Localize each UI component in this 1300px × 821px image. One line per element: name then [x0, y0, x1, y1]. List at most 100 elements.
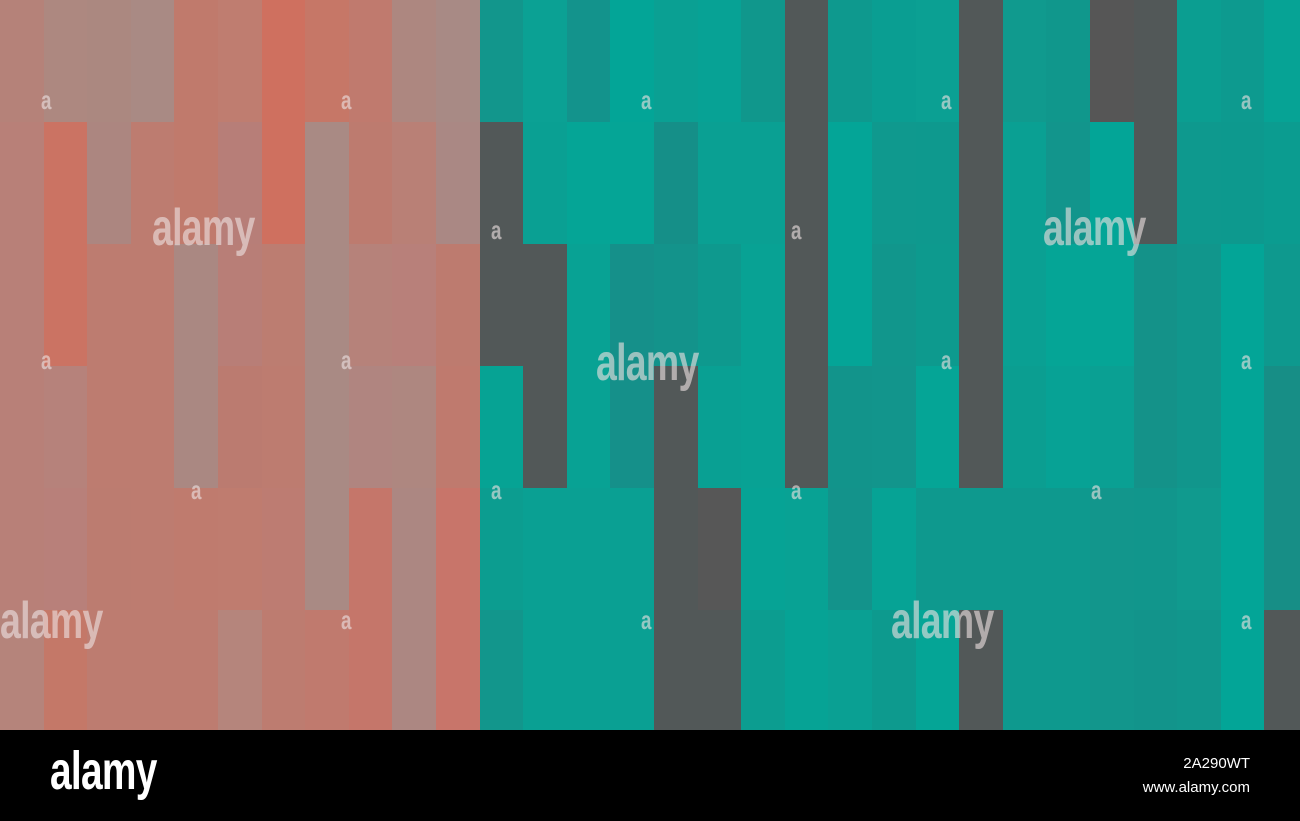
watermark-letter: a: [941, 85, 952, 115]
color-block: [348, 366, 394, 488]
color-block: [392, 122, 437, 244]
color-block: [741, 366, 786, 488]
color-block: [566, 488, 612, 610]
watermark-letter: a: [41, 345, 52, 375]
color-block: [915, 244, 961, 366]
color-block: [43, 244, 89, 366]
color-block: [523, 122, 568, 244]
color-block: [479, 244, 525, 366]
color-block: [1220, 122, 1266, 244]
color-block: [872, 122, 917, 244]
watermark-text: alamy: [152, 199, 255, 257]
watermark-letter: a: [641, 85, 652, 115]
watermark-letter: a: [491, 215, 502, 245]
color-block: [1177, 0, 1222, 122]
color-block: [828, 488, 873, 610]
color-block: [654, 488, 699, 610]
color-block: [872, 0, 917, 122]
color-block: [610, 610, 655, 730]
color-block: [218, 0, 263, 122]
color-block: [959, 610, 1004, 730]
watermark-letter: a: [341, 605, 352, 635]
color-block: [566, 0, 612, 122]
color-block: [348, 122, 394, 244]
color-block: [1177, 610, 1222, 730]
color-block: [1090, 366, 1135, 488]
watermark-letter: a: [941, 345, 952, 375]
color-block: [697, 244, 743, 366]
color-block: [1264, 122, 1300, 244]
color-block: [305, 122, 350, 244]
color-block: [1002, 366, 1048, 488]
color-block: [1046, 0, 1091, 122]
color-block: [872, 244, 917, 366]
color-block: [1264, 610, 1300, 730]
watermark-letter: a: [41, 85, 52, 115]
color-block: [479, 610, 525, 730]
color-block: [392, 244, 437, 366]
color-block: [43, 122, 89, 244]
watermark-letter: a: [191, 475, 202, 505]
color-block: [872, 488, 917, 610]
color-block: [741, 610, 786, 730]
color-block: [392, 488, 437, 610]
color-block: [784, 244, 830, 366]
color-block: [0, 0, 45, 122]
color-block: [741, 244, 786, 366]
color-block: [1002, 244, 1048, 366]
color-block: [1090, 610, 1135, 730]
color-block: [0, 244, 45, 366]
color-block: [0, 610, 45, 730]
color-block: [436, 488, 481, 610]
color-block: [654, 244, 699, 366]
color-block: [784, 488, 830, 610]
watermark-letter: a: [491, 475, 502, 505]
color-block: [1177, 366, 1222, 488]
color-block: [872, 366, 917, 488]
color-block: [1220, 244, 1266, 366]
color-block: [305, 488, 350, 610]
color-block: [305, 0, 350, 122]
color-block: [1177, 244, 1222, 366]
color-block: [697, 610, 743, 730]
color-block: [1264, 488, 1300, 610]
color-block: [697, 488, 743, 610]
color-block: [654, 610, 699, 730]
color-block: [523, 244, 568, 366]
color-block: [1264, 0, 1300, 122]
color-block: [392, 366, 437, 488]
color-block: [1220, 488, 1266, 610]
color-block: [43, 488, 89, 610]
color-block: [305, 244, 350, 366]
watermark-letter: a: [1241, 605, 1252, 635]
color-block: [392, 610, 437, 730]
color-block: [566, 366, 612, 488]
color-block: [959, 366, 1004, 488]
color-block: [784, 366, 830, 488]
watermark-text: alamy: [1043, 199, 1146, 257]
color-block: [348, 244, 394, 366]
color-block: [261, 0, 307, 122]
watermark-letter: a: [341, 85, 352, 115]
color-block-mosaic: [0, 0, 1300, 730]
color-block: [479, 366, 525, 488]
color-block: [436, 244, 481, 366]
color-block: [43, 0, 89, 122]
color-block: [654, 0, 699, 122]
color-block: [828, 0, 873, 122]
color-block: [1133, 0, 1179, 122]
color-block: [1133, 122, 1179, 244]
color-block: [915, 366, 961, 488]
color-block: [479, 0, 525, 122]
color-block: [523, 0, 568, 122]
watermark-letter: a: [1091, 475, 1102, 505]
watermark-letter: a: [341, 345, 352, 375]
watermark-letter: a: [1241, 345, 1252, 375]
color-block: [741, 488, 786, 610]
color-block: [174, 122, 219, 244]
color-block: [87, 122, 132, 244]
color-block: [43, 366, 89, 488]
color-block: [261, 244, 307, 366]
color-block: [1090, 0, 1135, 122]
color-block: [1090, 488, 1135, 610]
